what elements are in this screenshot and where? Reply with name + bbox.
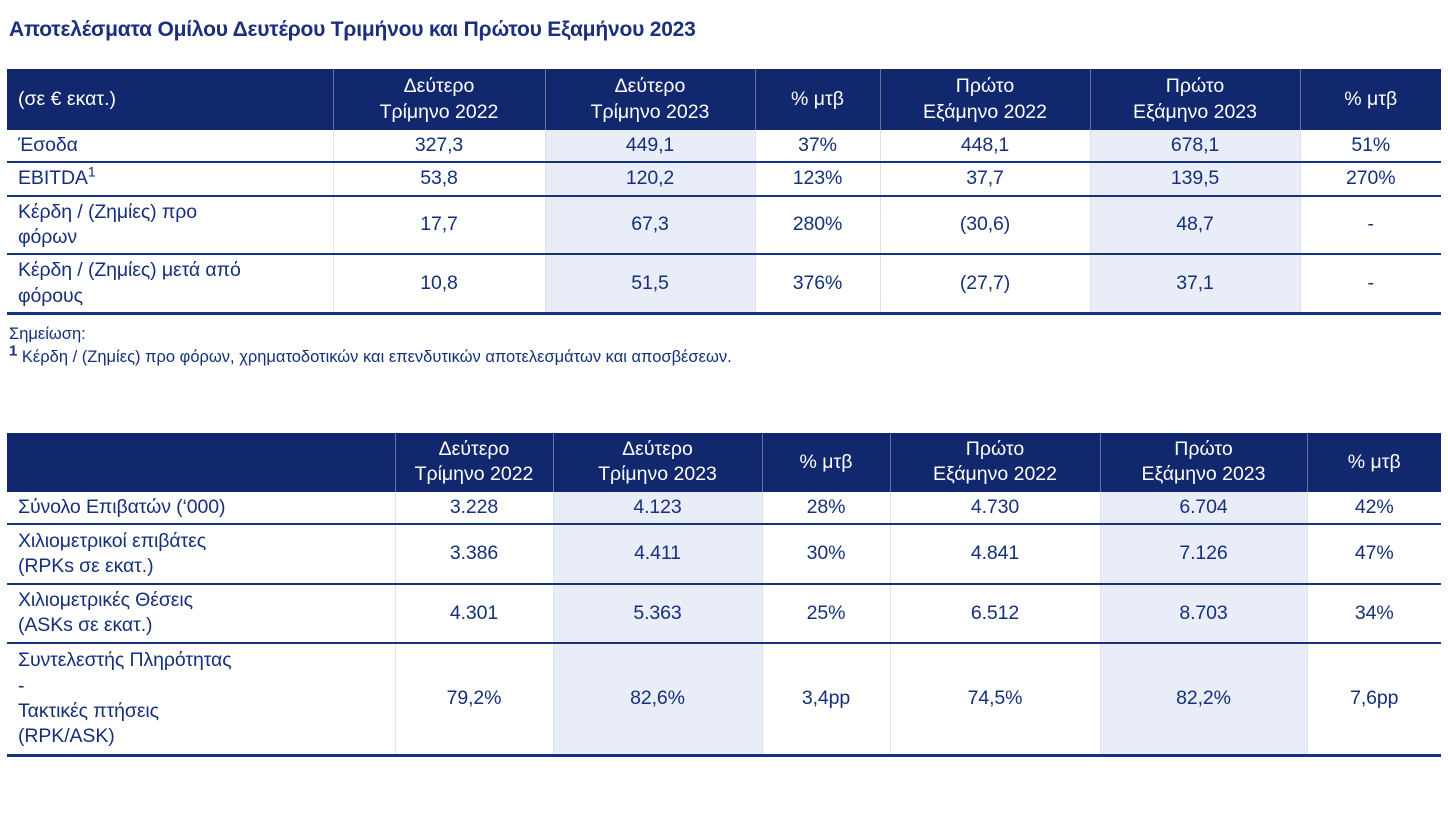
cell-value: 25% bbox=[762, 584, 891, 644]
footnote-marker: 1 bbox=[87, 163, 96, 180]
table-row-ebitda: EBITDA1 53,8 120,2 123% 37,7 139,5 270% bbox=[7, 162, 1441, 197]
header-change-q: % μτβ bbox=[755, 69, 881, 130]
cell-value: 79,2% bbox=[395, 642, 554, 758]
cell-value: (30,6) bbox=[880, 195, 1091, 256]
row-label: Χιλιομετρικές Θέσεις (ASKs σε εκατ.) bbox=[7, 584, 396, 644]
cell-value: 4.841 bbox=[890, 524, 1101, 586]
header-change-h: % μτβ bbox=[1300, 69, 1441, 130]
table-row-revenue: Έσοδα 327,3 449,1 37% 448,1 678,1 51% bbox=[7, 130, 1441, 164]
cell-value: 30% bbox=[762, 524, 891, 586]
footnote-marker: 1 bbox=[9, 342, 18, 360]
row-label: Συντελεστής Πληρότητας - Τακτικές πτήσει… bbox=[7, 642, 396, 758]
cell-value: 270% bbox=[1300, 162, 1441, 197]
cell-value: 4.411 bbox=[553, 524, 763, 586]
header-h1-2022: Πρώτο Εξάμηνο 2022 bbox=[890, 433, 1101, 492]
cell-value: 37% bbox=[755, 130, 881, 164]
financial-results-table: (σε € εκατ.) Δεύτερο Τρίμηνο 2022 Δεύτερ… bbox=[7, 69, 1441, 316]
page-title: Αποτελέσματα Ομίλου Δευτέρου Τριμήνου κα… bbox=[9, 18, 696, 41]
table-row-profit-before-tax: Κέρδη / (Ζημίες) προ φόρων 17,7 67,3 280… bbox=[7, 195, 1441, 256]
table-header-row: Δεύτερο Τρίμηνο 2022 Δεύτερο Τρίμηνο 202… bbox=[7, 433, 1441, 492]
cell-value: 37,1 bbox=[1090, 254, 1301, 316]
table-row-asks: Χιλιομετρικές Θέσεις (ASKs σε εκατ.) 4.3… bbox=[7, 584, 1441, 644]
header-change-q: % μτβ bbox=[762, 433, 891, 492]
header-q2-2023: Δεύτερο Τρίμηνο 2023 bbox=[553, 433, 763, 492]
cell-value: 3,4pp bbox=[762, 642, 891, 758]
table-row-rpks: Χιλιομετρικοί επιβάτες (RPKs σε εκατ.) 3… bbox=[7, 524, 1441, 586]
cell-value: 3.386 bbox=[395, 524, 554, 586]
header-empty bbox=[7, 433, 396, 492]
cell-value: 47% bbox=[1307, 524, 1441, 586]
cell-value: 34% bbox=[1307, 584, 1441, 644]
header-q2-2022: Δεύτερο Τρίμηνο 2022 bbox=[395, 433, 554, 492]
cell-value: 8.703 bbox=[1100, 584, 1308, 644]
cell-value: 82,2% bbox=[1100, 642, 1308, 758]
cell-value: 678,1 bbox=[1090, 130, 1301, 164]
cell-value: 448,1 bbox=[880, 130, 1091, 164]
table-row-load-factor: Συντελεστής Πληρότητας - Τακτικές πτήσει… bbox=[7, 642, 1441, 758]
header-change-h: % μτβ bbox=[1307, 433, 1441, 492]
footnote: 1 Κέρδη / (Ζημίες) προ φόρων, χρηματοδοτ… bbox=[9, 344, 1441, 367]
table-header-row: (σε € εκατ.) Δεύτερο Τρίμηνο 2022 Δεύτερ… bbox=[7, 69, 1441, 130]
cell-value: 37,7 bbox=[880, 162, 1091, 197]
row-label: EBITDA1 bbox=[7, 162, 334, 197]
cell-value: 376% bbox=[755, 254, 881, 316]
cell-value: 3.228 bbox=[395, 491, 554, 526]
note-heading: Σημείωση: bbox=[9, 325, 86, 344]
cell-value: 53,8 bbox=[333, 162, 546, 197]
row-label: Έσοδα bbox=[7, 130, 334, 164]
cell-value: 5.363 bbox=[553, 584, 763, 644]
cell-value: 51,5 bbox=[545, 254, 756, 316]
results-document: Αποτελέσματα Ομίλου Δευτέρου Τριμήνου κα… bbox=[0, 18, 1448, 758]
header-q2-2023: Δεύτερο Τρίμηνο 2023 bbox=[545, 69, 756, 130]
cell-value: 67,3 bbox=[545, 195, 756, 256]
header-unit: (σε € εκατ.) bbox=[7, 69, 334, 130]
header-q2-2022: Δεύτερο Τρίμηνο 2022 bbox=[333, 69, 546, 130]
cell-value: 139,5 bbox=[1090, 162, 1301, 197]
cell-value: 449,1 bbox=[545, 130, 756, 164]
cell-value: 123% bbox=[755, 162, 881, 197]
cell-value: 74,5% bbox=[890, 642, 1101, 758]
header-h1-2022: Πρώτο Εξάμηνο 2022 bbox=[880, 69, 1091, 130]
cell-value: 4.301 bbox=[395, 584, 554, 644]
cell-value: (27,7) bbox=[880, 254, 1091, 316]
cell-value: 42% bbox=[1307, 491, 1441, 526]
cell-value: 4.123 bbox=[553, 491, 763, 526]
cell-value: 327,3 bbox=[333, 130, 546, 164]
cell-value: 4.730 bbox=[890, 491, 1101, 526]
cell-value: 7,6pp bbox=[1307, 642, 1441, 758]
footnote-text: Κέρδη / (Ζημίες) προ φόρων, χρηματοδοτικ… bbox=[17, 348, 732, 367]
cell-value: 10,8 bbox=[333, 254, 546, 316]
row-label: Κέρδη / (Ζημίες) μετά από φόρους bbox=[7, 254, 334, 316]
note-block: Σημείωση: 1 Κέρδη / (Ζημίες) προ φόρων, … bbox=[9, 325, 1441, 367]
row-label: Χιλιομετρικοί επιβάτες (RPKs σε εκατ.) bbox=[7, 524, 396, 586]
cell-value: 82,6% bbox=[553, 642, 763, 758]
cell-value: 7.126 bbox=[1100, 524, 1308, 586]
cell-value: 51% bbox=[1300, 130, 1441, 164]
header-h1-2023: Πρώτο Εξάμηνο 2023 bbox=[1090, 69, 1301, 130]
cell-value: 17,7 bbox=[333, 195, 546, 256]
cell-value: - bbox=[1300, 254, 1441, 316]
cell-value: 48,7 bbox=[1090, 195, 1301, 256]
header-h1-2023: Πρώτο Εξάμηνο 2023 bbox=[1100, 433, 1308, 492]
cell-value: 120,2 bbox=[545, 162, 756, 197]
cell-value: 6.512 bbox=[890, 584, 1101, 644]
cell-value: 6.704 bbox=[1100, 491, 1308, 526]
row-label: Σύνολο Επιβατών (‘000) bbox=[7, 491, 396, 526]
cell-value: 28% bbox=[762, 491, 891, 526]
table-row-passengers: Σύνολο Επιβατών (‘000) 3.228 4.123 28% 4… bbox=[7, 491, 1441, 526]
cell-value: - bbox=[1300, 195, 1441, 256]
traffic-stats-table: Δεύτερο Τρίμηνο 2022 Δεύτερο Τρίμηνο 202… bbox=[7, 433, 1441, 758]
ebitda-label: EBITDA bbox=[18, 167, 88, 190]
cell-value: 280% bbox=[755, 195, 881, 256]
table-row-profit-after-tax: Κέρδη / (Ζημίες) μετά από φόρους 10,8 51… bbox=[7, 254, 1441, 316]
row-label: Κέρδη / (Ζημίες) προ φόρων bbox=[7, 195, 334, 256]
